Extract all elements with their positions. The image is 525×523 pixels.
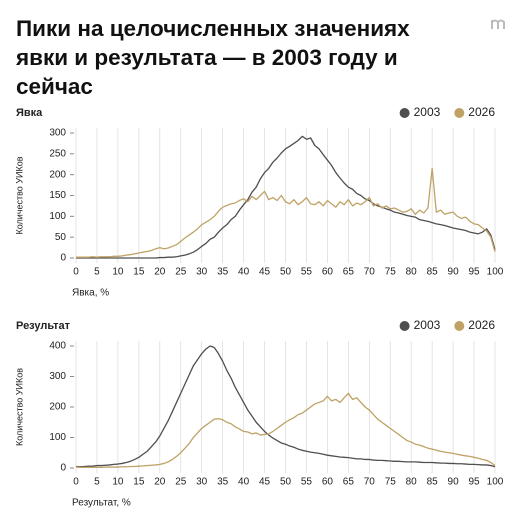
panel-title: Явка (16, 107, 43, 119)
legend-label: 2003 (414, 105, 441, 119)
y-tick-label: 400 (49, 341, 66, 352)
x-tick-label: 35 (217, 267, 229, 278)
legend-label: 2026 (468, 105, 495, 119)
y-tick-label: 300 (49, 371, 66, 382)
x-tick-label: 65 (343, 477, 355, 488)
legend-swatch (454, 108, 465, 118)
legend-swatch (399, 108, 410, 118)
x-tick-label: 100 (487, 477, 504, 488)
x-tick-label: 85 (427, 267, 439, 278)
y-tick-label: 200 (49, 169, 66, 180)
x-tick-label: 60 (322, 267, 334, 278)
x-tick-label: 50 (280, 267, 292, 278)
x-tick-label: 50 (280, 477, 292, 488)
x-axis-label: Результат, % (72, 498, 131, 509)
x-tick-label: 20 (154, 477, 166, 488)
x-tick-label: 90 (448, 477, 460, 488)
series-line (76, 135, 496, 259)
legend-label: 2003 (414, 318, 441, 332)
y-tick-label: 150 (49, 190, 66, 201)
x-tick-label: 10 (112, 267, 124, 278)
x-axis-label: Явка, % (72, 288, 109, 299)
x-tick-label: 40 (238, 477, 250, 488)
x-tick-label: 75 (385, 267, 397, 278)
x-tick-label: 75 (385, 477, 397, 488)
y-tick-label: 200 (49, 402, 66, 413)
x-tick-label: 35 (217, 477, 229, 488)
x-tick-label: 80 (406, 477, 418, 488)
y-tick-label: 100 (49, 211, 66, 222)
x-tick-label: 95 (468, 267, 480, 278)
series-line (76, 167, 496, 258)
panel-title: Результат (16, 320, 71, 332)
y-tick-label: 250 (49, 148, 66, 159)
x-tick-label: 70 (364, 477, 376, 488)
x-tick-label: 0 (73, 267, 79, 278)
legend-swatch (454, 321, 465, 331)
x-tick-label: 95 (468, 477, 480, 488)
y-tick-label: 50 (55, 232, 67, 243)
x-tick-label: 65 (343, 267, 355, 278)
x-tick-label: 5 (94, 477, 100, 488)
y-tick-label: 0 (60, 463, 66, 474)
legend-label: 2026 (468, 318, 495, 332)
x-tick-label: 25 (175, 267, 187, 278)
x-tick-label: 55 (301, 477, 313, 488)
x-tick-label: 5 (94, 267, 100, 278)
x-tick-label: 20 (154, 267, 166, 278)
x-tick-label: 25 (175, 477, 187, 488)
y-tick-label: 300 (49, 128, 66, 139)
x-tick-label: 100 (487, 267, 504, 278)
logo (491, 19, 505, 29)
x-tick-label: 0 (73, 477, 79, 488)
x-tick-label: 80 (406, 267, 418, 278)
series-line (75, 345, 496, 468)
x-tick-label: 30 (196, 267, 208, 278)
x-tick-label: 70 (364, 267, 376, 278)
x-tick-label: 45 (259, 267, 271, 278)
x-tick-label: 60 (322, 477, 334, 488)
y-axis-label: Количество УИКов (14, 156, 24, 234)
x-tick-label: 40 (238, 267, 250, 278)
x-tick-label: 30 (196, 477, 208, 488)
x-tick-label: 90 (448, 267, 460, 278)
x-tick-label: 45 (259, 477, 271, 488)
series-line (75, 392, 496, 469)
legend-swatch (399, 321, 410, 331)
y-tick-label: 100 (49, 432, 66, 443)
x-tick-label: 55 (301, 267, 313, 278)
x-tick-label: 10 (112, 477, 124, 488)
y-axis-label: Количество УИКов (14, 368, 24, 446)
y-tick-label: 0 (60, 253, 66, 264)
page-title: Пики на целочисленных значениях явки и р… (16, 16, 410, 99)
x-tick-label: 15 (133, 477, 145, 488)
x-tick-label: 15 (133, 267, 145, 278)
x-tick-label: 85 (427, 477, 439, 488)
